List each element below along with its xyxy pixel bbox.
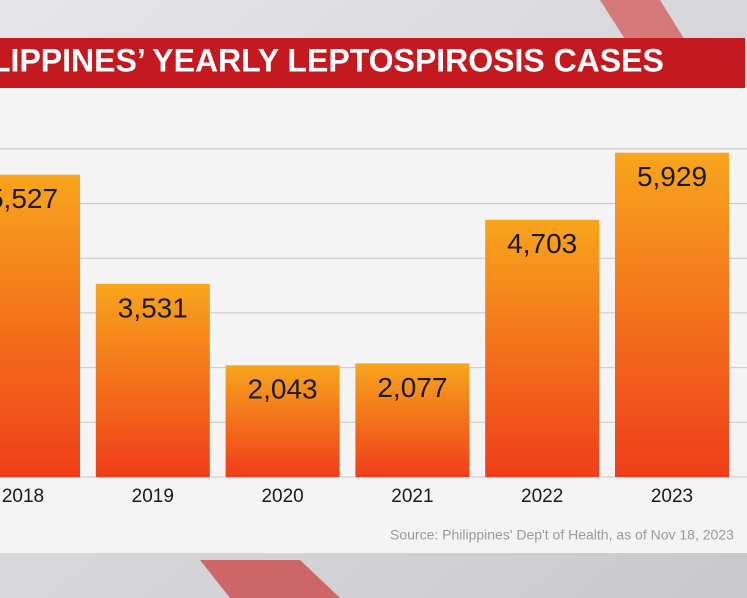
x-tick-label: 2020 — [261, 486, 303, 507]
chart-title: LIPPINES’ YEARLY LEPTOSPIROSIS CASES — [0, 42, 664, 78]
x-tick-label: 2018 — [2, 486, 44, 507]
bar — [355, 363, 470, 477]
bar — [95, 283, 210, 477]
bar — [225, 365, 340, 477]
value-label: 4,703 — [507, 228, 577, 259]
source-note: Source: Philippines' Dep't of Health, as… — [390, 527, 734, 543]
bar — [0, 174, 80, 477]
x-tick-label: 2022 — [521, 486, 563, 507]
bar — [485, 219, 600, 477]
value-label: 5,929 — [637, 161, 707, 192]
value-label: 5,527 — [0, 183, 58, 214]
value-label: 2,043 — [248, 374, 318, 405]
value-label: 2,077 — [377, 372, 447, 403]
x-tick-label: 2019 — [132, 486, 174, 507]
x-tick-label: 2023 — [651, 486, 693, 507]
x-tick-label: 2021 — [391, 486, 433, 507]
bar — [615, 152, 729, 477]
value-label: 3,531 — [118, 292, 188, 323]
title-banner — [0, 38, 745, 88]
stripe — [200, 560, 340, 598]
